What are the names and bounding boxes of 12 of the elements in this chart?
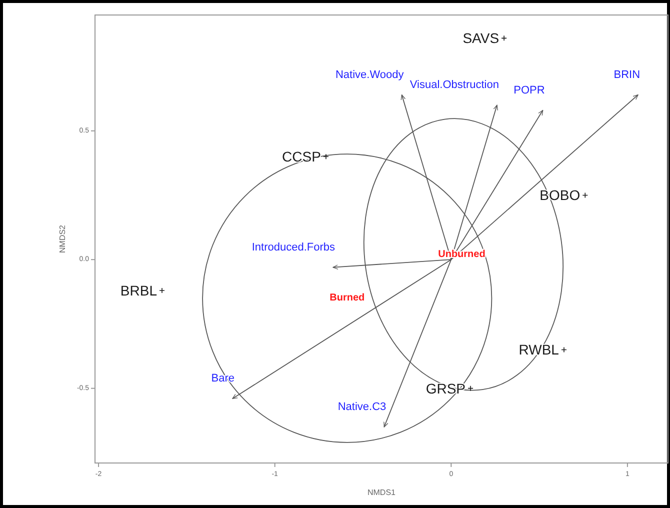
- x-axis-title: NMDS1: [367, 488, 396, 497]
- data-label: Visual.Obstruction: [410, 79, 499, 92]
- data-label: BRBL: [120, 282, 158, 298]
- data-label: Native.Woody: [335, 68, 404, 81]
- annotation: Burned: [330, 292, 365, 304]
- data-label: BRIN: [614, 68, 640, 81]
- data-label: POPR: [514, 84, 545, 96]
- data-label: CCSP: [282, 148, 321, 165]
- data-label: Native.C3: [338, 400, 386, 413]
- data-label: Introduced.Forbs: [252, 241, 336, 254]
- y-axis-title: NMDS2: [58, 224, 67, 254]
- data-label: SAVS: [462, 30, 500, 46]
